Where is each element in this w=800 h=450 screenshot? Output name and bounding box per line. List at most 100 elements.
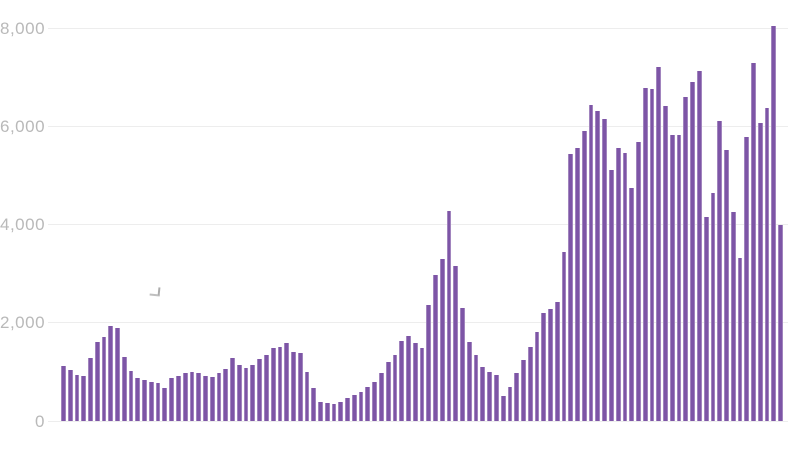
bar <box>534 332 540 421</box>
gridline-8000 <box>48 27 788 29</box>
bar <box>460 308 465 421</box>
bar <box>554 302 560 421</box>
bar <box>412 342 418 421</box>
bar <box>108 326 114 421</box>
gridline-6000 <box>48 125 788 127</box>
bar <box>135 377 141 421</box>
bar <box>710 193 716 421</box>
bar <box>142 379 147 421</box>
gridline-2000 <box>48 322 788 324</box>
bar <box>426 305 432 421</box>
bar-series <box>61 0 783 421</box>
bar <box>270 347 276 421</box>
bar <box>683 96 689 421</box>
bar <box>609 169 614 421</box>
bar <box>297 353 303 421</box>
bar <box>365 386 371 421</box>
bar <box>67 369 73 421</box>
bar <box>757 122 763 421</box>
bar <box>703 217 709 421</box>
y-tick-label: 2,000 <box>0 313 46 333</box>
bar <box>602 119 608 421</box>
bar <box>541 312 547 421</box>
bar <box>500 395 506 421</box>
bar <box>216 372 222 421</box>
bar <box>696 70 702 421</box>
bar <box>324 402 330 421</box>
y-tick-label: 6,000 <box>0 116 46 136</box>
bar <box>642 88 648 421</box>
bar <box>629 188 635 421</box>
bar <box>263 355 269 421</box>
bar <box>385 361 391 421</box>
bar <box>724 149 729 421</box>
bar <box>74 374 80 421</box>
bar <box>473 355 479 421</box>
bar <box>338 401 344 421</box>
bar <box>764 108 770 421</box>
bar <box>351 394 357 421</box>
bar <box>392 355 398 421</box>
bar <box>257 359 262 421</box>
bar <box>568 153 574 421</box>
bar <box>223 368 229 421</box>
bar <box>94 341 100 421</box>
bar <box>595 110 601 421</box>
y-tick-label: 8,000 <box>0 18 46 38</box>
bar <box>345 397 350 421</box>
bar <box>487 371 492 421</box>
bar <box>236 365 242 421</box>
bar <box>778 225 783 421</box>
bar <box>446 210 452 421</box>
bar <box>128 370 134 421</box>
bar <box>636 142 641 421</box>
y-tick-label: 0 <box>35 411 45 431</box>
bar <box>527 346 533 421</box>
bar <box>521 360 526 421</box>
bar <box>622 152 628 421</box>
bar <box>162 388 168 421</box>
bar <box>730 212 736 421</box>
bar <box>717 120 723 421</box>
bar <box>737 258 743 421</box>
bar <box>656 66 662 421</box>
bar <box>203 375 208 421</box>
bar <box>466 341 472 421</box>
bar <box>196 372 202 421</box>
bar <box>101 337 107 421</box>
bar <box>399 340 405 421</box>
bar <box>250 365 256 421</box>
bar <box>155 383 161 421</box>
bar <box>433 275 438 421</box>
bar <box>480 366 486 421</box>
bar <box>169 377 175 421</box>
bar <box>230 358 235 421</box>
bar <box>378 372 384 421</box>
bar <box>81 375 87 421</box>
bar <box>649 89 655 421</box>
bar <box>291 351 296 421</box>
bar <box>751 62 756 421</box>
bar <box>690 82 695 421</box>
gridline-0 <box>48 420 788 422</box>
bar <box>588 105 594 421</box>
bar <box>318 401 323 421</box>
bar <box>669 135 675 421</box>
bar <box>284 342 290 421</box>
y-tick-label: 4,000 <box>0 215 46 234</box>
bar <box>406 336 411 421</box>
bar <box>121 357 127 421</box>
bar <box>575 147 580 421</box>
bar <box>439 259 445 421</box>
bar <box>676 135 682 421</box>
bar <box>581 130 587 421</box>
bar <box>372 381 377 421</box>
bar <box>615 148 621 421</box>
cursor-artifact <box>149 286 161 297</box>
bar <box>182 372 188 421</box>
bar <box>771 26 777 421</box>
bar <box>561 251 567 421</box>
bar <box>507 387 513 421</box>
bar <box>61 365 66 421</box>
